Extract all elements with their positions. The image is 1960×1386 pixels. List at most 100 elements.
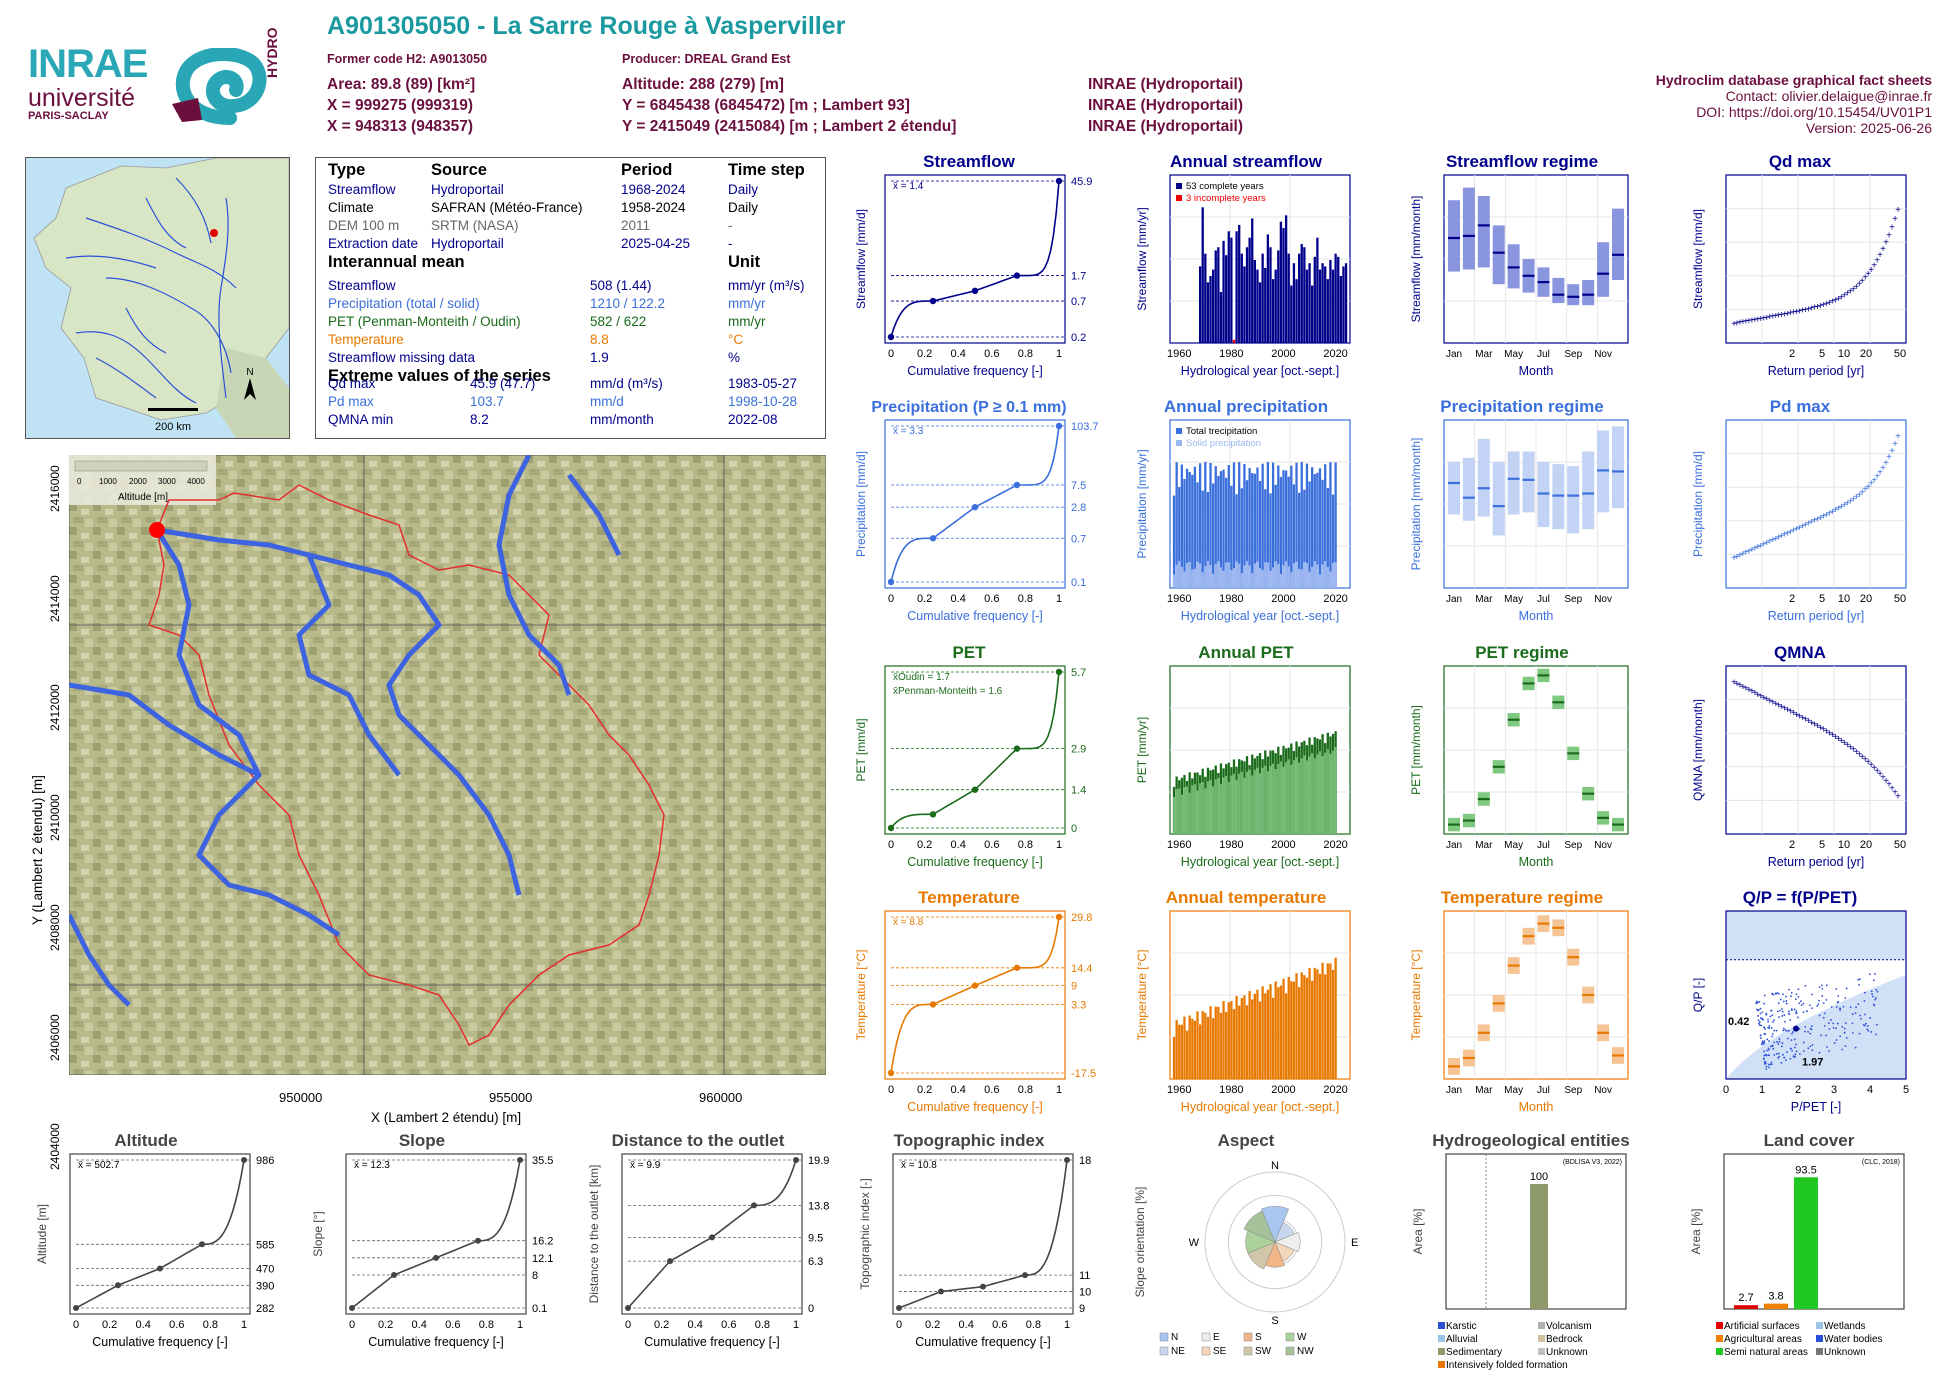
- fdc-point: [887, 333, 895, 341]
- regime-box: [1507, 451, 1520, 515]
- bar: [1222, 570, 1225, 588]
- doi[interactable]: DOI: https://doi.org/10.15454/UV01P1: [1696, 104, 1932, 120]
- data-point: [1771, 1033, 1774, 1035]
- legend-key: [1176, 183, 1182, 189]
- bar: [1206, 282, 1210, 343]
- data-point: [1787, 1037, 1789, 1040]
- hdr-source: Source: [431, 160, 487, 179]
- y-axis-label: Slope orientation [%]: [1133, 1187, 1147, 1298]
- pdmax-title: Pd max: [1770, 397, 1831, 416]
- pet_regime-panel: PET regime Jan Mar May Jul Sep Nov Month PET [mm…: [1409, 643, 1629, 869]
- fdc-point: [1013, 745, 1021, 752]
- data-point: +: [1794, 710, 1800, 721]
- bar: [1258, 282, 1262, 343]
- bar: [1193, 1020, 1197, 1079]
- bar: [1214, 250, 1217, 343]
- data-point: [1771, 1044, 1774, 1047]
- data-point: +: [1886, 780, 1892, 791]
- data-point: [1785, 1030, 1788, 1032]
- data-point: +: [1859, 487, 1865, 498]
- landcover-bar: [1794, 1177, 1818, 1309]
- data-point: [1770, 1009, 1773, 1012]
- data-point: +: [1856, 749, 1862, 760]
- bar: [1331, 494, 1335, 588]
- data-point: [1781, 1010, 1784, 1013]
- pet_regime-title: PET regime: [1475, 643, 1569, 662]
- data-point: +: [1886, 452, 1892, 463]
- bar: [1240, 573, 1243, 588]
- contact[interactable]: Contact: olivier.delaigue@inrae.fr: [1725, 88, 1932, 104]
- version: Version: 2025-06-26: [1805, 120, 1932, 136]
- bar: [1183, 571, 1186, 588]
- data-point: [1781, 1015, 1784, 1017]
- bar: [1303, 561, 1306, 588]
- cell: Extraction date: [328, 235, 419, 251]
- bar: [1274, 269, 1277, 343]
- fdc-curve: [890, 916, 1060, 1074]
- bar: [1331, 269, 1335, 343]
- cell: 1998-10-28: [728, 393, 798, 409]
- data-point: [1772, 1047, 1775, 1050]
- data-point: [1870, 1031, 1873, 1033]
- data-point: +: [1761, 313, 1767, 324]
- bar: [1326, 963, 1329, 1079]
- data-point: +: [1859, 276, 1865, 287]
- x-tick: May: [1504, 594, 1523, 605]
- data-point: +: [1746, 316, 1752, 327]
- data-point: [1793, 1056, 1796, 1058]
- data-point: [1789, 1047, 1792, 1050]
- legend-tick: 4000: [187, 477, 205, 486]
- legend-label: Bedrock: [1546, 1334, 1584, 1345]
- data-point: +: [1797, 711, 1803, 722]
- data-point: [1777, 1002, 1780, 1004]
- data-point: [1825, 984, 1828, 987]
- pdmax-panel: Pd max++++++++++++++++++++++++++++++++++…: [1691, 397, 1907, 623]
- data-point: [1825, 998, 1828, 1001]
- data-point: +: [1755, 690, 1761, 701]
- x-tick: Sep: [1564, 594, 1582, 605]
- x-tick: 0.2: [654, 1319, 669, 1331]
- mean-label: x̄ = 8.8: [893, 917, 924, 928]
- data-point: +: [1838, 736, 1844, 747]
- right-label: 9: [1079, 1303, 1085, 1315]
- fdc-point: [887, 824, 895, 832]
- data-point: [1768, 1049, 1770, 1051]
- x-tick: Mar: [1475, 349, 1493, 360]
- data-point: +: [1853, 492, 1859, 503]
- y-axis-label: Topographic index [-]: [858, 1178, 872, 1289]
- right-label: 10: [1079, 1287, 1091, 1299]
- data-point: +: [1883, 238, 1889, 249]
- data-point: +: [1800, 306, 1806, 317]
- fdc-point: [929, 297, 937, 305]
- data-point: +: [1829, 507, 1835, 518]
- bar: [1238, 224, 1241, 343]
- data-point: [1781, 1008, 1783, 1010]
- x-tick: 20: [1860, 839, 1872, 851]
- station-title: A901305050 - La Sarre Rouge à Vaspervill…: [327, 12, 846, 40]
- data-point: +: [1734, 679, 1740, 690]
- bar: [1261, 570, 1264, 588]
- bar: [1329, 963, 1332, 1079]
- bar: [1321, 263, 1324, 343]
- regime-box: [1522, 451, 1535, 513]
- bar: [1211, 483, 1215, 588]
- bar: [1180, 794, 1184, 834]
- bar: [1235, 561, 1238, 588]
- fdc-point: [391, 1271, 397, 1278]
- data-point: [1858, 1032, 1861, 1035]
- bar: [1339, 275, 1342, 343]
- data-point: +: [1785, 528, 1791, 539]
- data-point: +: [1743, 317, 1749, 328]
- mean-label: x̄ = 502.7: [78, 1160, 120, 1171]
- aspect-title: Aspect: [1218, 1131, 1275, 1150]
- bar: [1290, 465, 1293, 588]
- map-ytick: 2414000: [48, 574, 62, 622]
- bar: [1243, 266, 1246, 343]
- data-point: +: [1895, 432, 1901, 443]
- data-point: +: [1850, 494, 1856, 505]
- bar: [1258, 1001, 1262, 1079]
- data-point: [1772, 1021, 1774, 1023]
- compass-label: N: [1271, 1160, 1279, 1172]
- bar: [1292, 563, 1296, 588]
- fdc-point: [115, 1282, 121, 1289]
